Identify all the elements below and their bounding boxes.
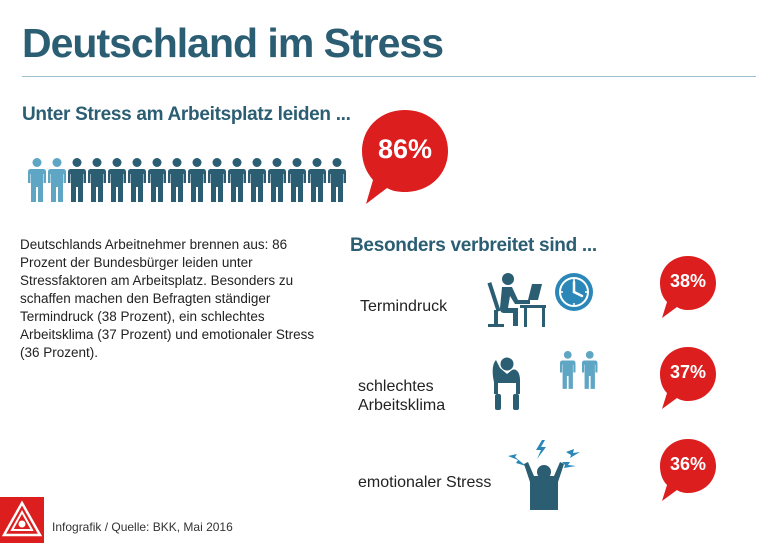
category-label-arbeitsklima-line1: schlechtes [358,378,434,395]
person-icon [168,158,186,202]
category-label-arbeitsklima: schlechtes Arbeitsklima [358,377,478,415]
person-icon [88,158,106,202]
person-icon [208,158,226,202]
person-icon [68,158,86,202]
category-value-termindruck: 38% [669,271,707,291]
main-subtitle: Unter Stress am Arbeitsplatz leiden ... [22,104,351,125]
source-note: Infografik / Quelle: BKK, Mai 2016 [52,520,233,534]
category-bubble-termindruck: 38% [658,254,718,320]
desk-worker-icon [487,273,546,327]
categories-subtitle: Besonders verbreitet sind ... [350,235,597,256]
person-icon [108,158,126,202]
category-label-emotional: emotionaler Stress [358,474,492,491]
person-icon [148,158,166,202]
category-label-arbeitsklima-line2: Arbeitsklima [358,397,446,414]
person-icon [28,158,46,202]
person-icon [328,158,346,202]
title-divider [22,76,756,77]
person-icon [128,158,146,202]
main-stat-bubble: 86% [360,108,450,208]
page-title: Deutschland im Stress [22,20,444,66]
category-bubble-arbeitsklima: 37% [658,345,718,411]
category-label-termindruck: Termindruck [360,298,448,315]
person-icon [308,158,326,202]
person-icon [248,158,266,202]
slumped-person-icon [492,357,520,410]
people-row [28,158,346,202]
stressed-person-icon [508,440,580,510]
category-value-emotional: 36% [669,454,707,474]
person-icon [582,351,598,389]
two-people-icon [560,351,598,389]
person-icon [560,351,576,389]
person-icon [268,158,286,202]
main-stat-value: 86% [377,134,433,164]
person-icon [228,158,246,202]
ig-metall-logo [0,497,44,543]
category-value-arbeitsklima: 37% [669,362,707,382]
person-icon [48,158,66,202]
clock-icon [555,273,593,311]
category-bubble-emotional: 36% [658,437,718,503]
person-icon [288,158,306,202]
person-icon [188,158,206,202]
body-text: Deutschlands Arbeitnehmer brennen aus: 8… [20,237,315,360]
